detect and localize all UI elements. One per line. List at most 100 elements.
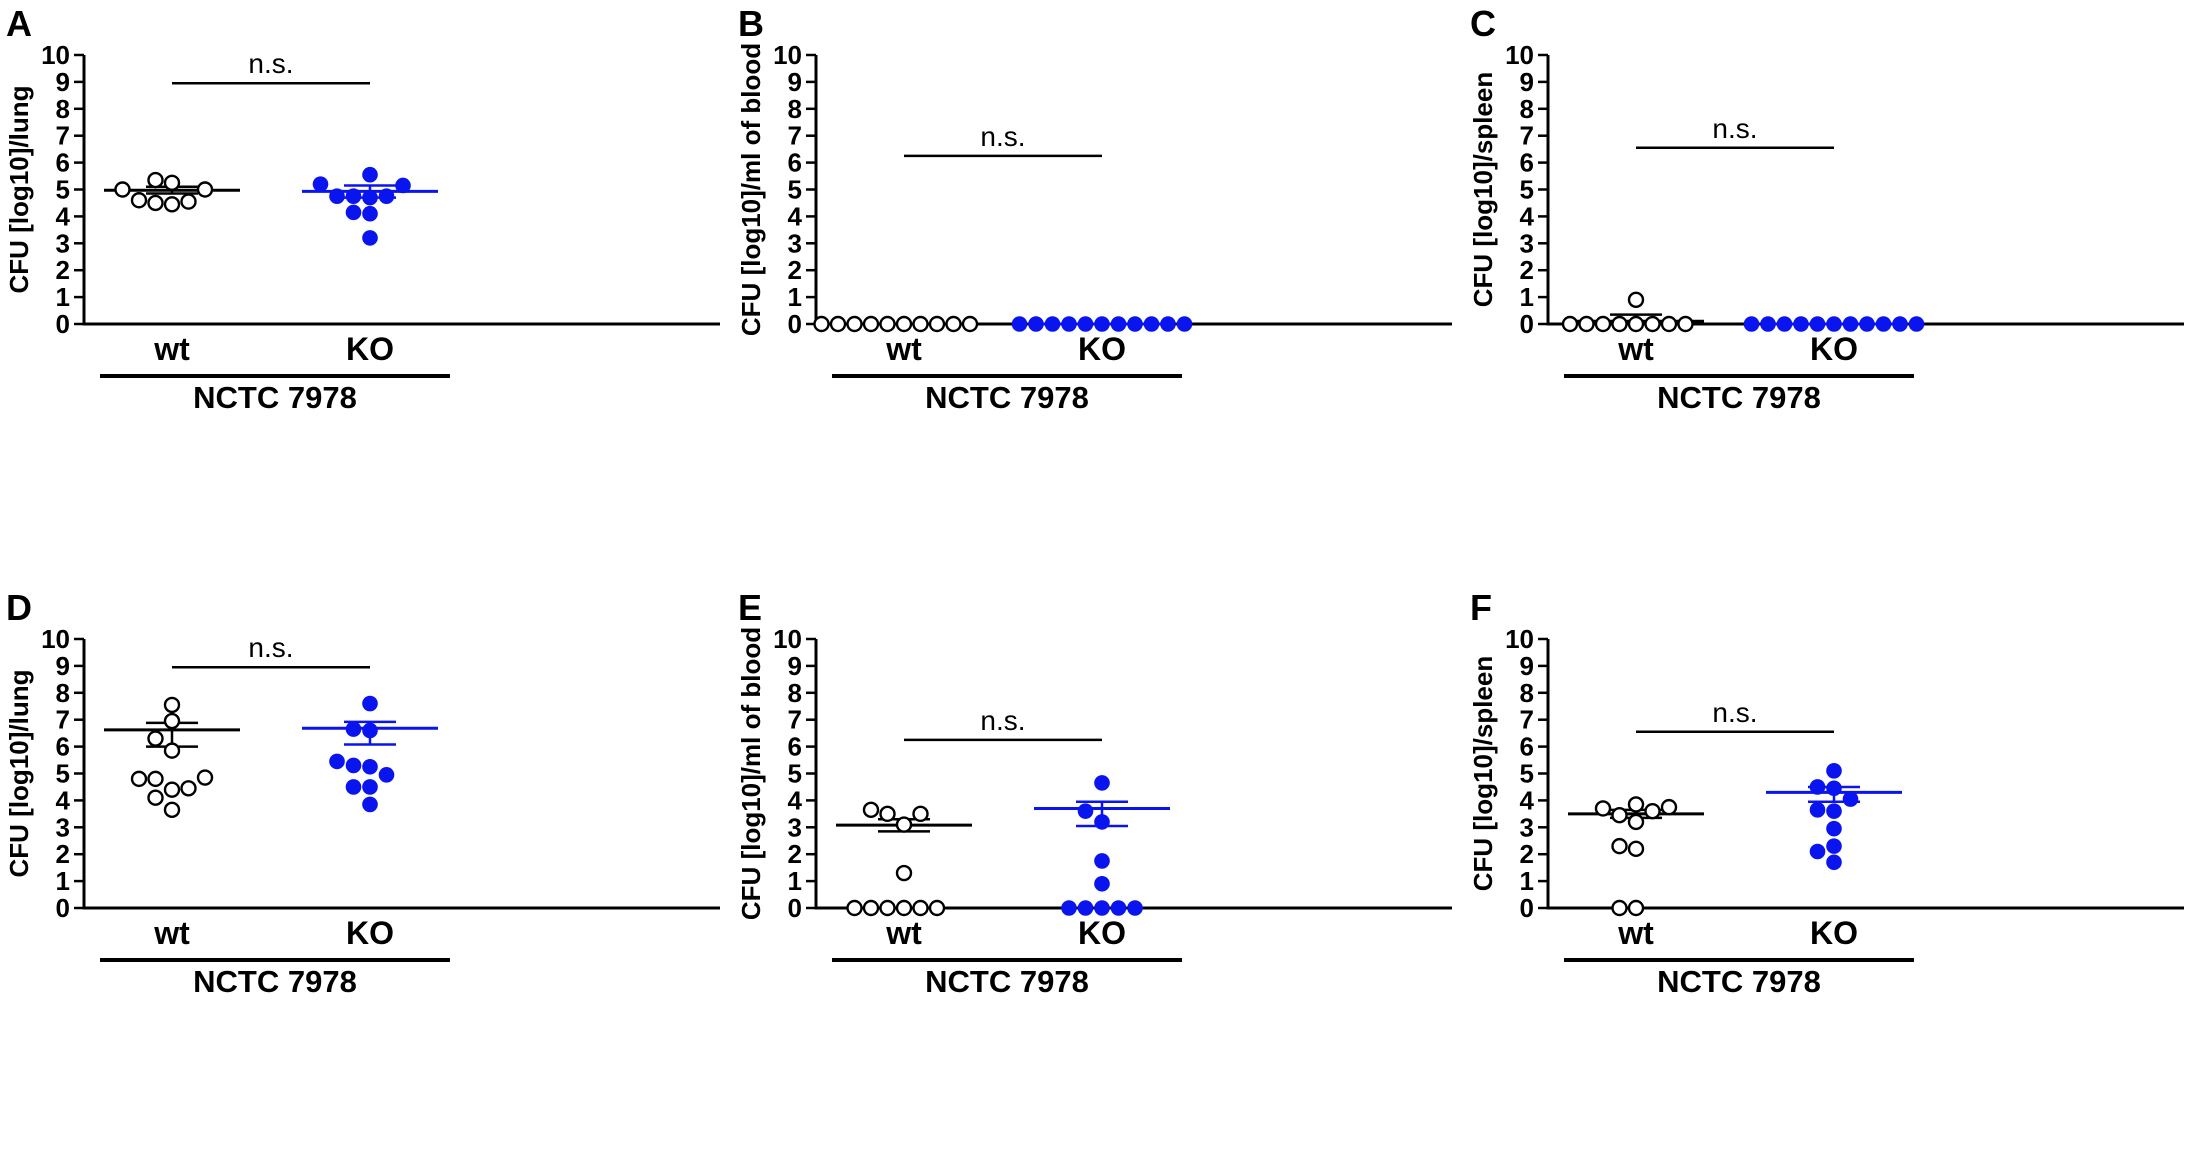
series-ko [302,695,438,813]
y-tick-label: 6 [788,148,802,178]
data-point-ko [1793,316,1809,332]
data-point-ko [1908,316,1925,332]
panel-d: D CFU [log10]/lung 0 1 2 3 4 5 6 7 8 9 10 wt KO NCTC 79… [0,584,732,1167]
data-point-wt [1644,315,1661,333]
data-point-wt [846,315,863,333]
group-label: NCTC 7978 [1657,964,1821,999]
data-point-wt [163,696,181,714]
y-tick-label: 10 [1505,624,1534,654]
data-point-ko [1077,900,1094,916]
series-ko [1011,316,1193,332]
x-category-label: wt [885,915,922,951]
data-point-wt [1627,291,1645,308]
data-point-ko [1143,316,1160,332]
data-point-wt [813,315,830,333]
data-point-ko [362,189,378,206]
data-point-wt [945,315,962,333]
data-point-wt [928,315,946,333]
data-point-wt [879,315,896,333]
y-tick-label: 1 [56,282,70,312]
data-point-wt [862,801,880,819]
data-point-ko [362,779,378,795]
data-point-wt [163,196,181,213]
data-point-wt [1594,800,1612,817]
series-wt [104,171,240,213]
group-label: NCTC 7978 [193,380,357,415]
panel-b: B CFU [log10]/ml of blood 0 1 2 3 4 5 6 7 8 9 10 wt KO… [732,0,1464,583]
x-category-label: KO [1810,915,1858,951]
data-point-wt [130,770,148,788]
y-tick-label: 3 [56,812,70,842]
data-point-wt [1611,899,1628,917]
data-point-wt [1578,315,1595,333]
data-point-wt [163,174,181,191]
data-point-ko [1859,316,1875,332]
data-point-ko [1842,791,1859,807]
data-point-wt [912,899,929,917]
group-label: NCTC 7978 [925,964,1089,999]
y-axis-label: CFU [log10]/ml of blood [736,627,766,920]
data-point-ko [1044,316,1061,332]
data-point-wt [879,805,896,823]
data-point-wt [862,899,880,917]
y-tick-label: 7 [788,121,802,151]
y-tick-label: 10 [41,40,70,70]
panel-label: E [738,587,762,628]
y-axis-label: CFU [log10]/spleen [1468,72,1498,307]
y-tick-label: 4 [56,201,71,231]
data-point-ko [1826,803,1842,819]
data-point-wt [180,780,197,797]
y-tick-label: 0 [1520,893,1534,923]
panel-label: D [6,587,32,628]
data-point-wt [147,171,164,189]
x-category-label: KO [1078,915,1126,951]
series-wt [813,315,979,333]
data-point-ko [1094,775,1110,791]
data-point-ko [1110,316,1127,332]
y-tick-label: 0 [56,893,70,923]
significance-label: n.s. [248,48,293,79]
y-axis-label: CFU [log10]/spleen [1468,656,1498,891]
y-tick-label: 8 [1520,678,1534,708]
data-point-wt [1677,315,1694,333]
y-tick-label: 6 [56,148,70,178]
y-tick-label: 5 [788,175,802,205]
series-wt [104,696,240,819]
data-point-ko [362,166,378,183]
data-point-wt [196,181,214,198]
y-tick-label: 1 [56,866,70,896]
data-point-wt [1660,315,1678,333]
significance-label: n.s. [1712,113,1757,144]
y-tick-label: 9 [56,651,70,681]
data-point-ko [1826,838,1842,854]
series-wt [836,801,972,917]
y-tick-label: 2 [788,255,802,285]
y-tick-label: 0 [788,309,802,339]
data-point-wt [163,742,181,759]
y-tick-label: 3 [788,812,802,842]
y-tick-label: 3 [56,228,70,258]
y-tick-label: 4 [1520,785,1535,815]
panel-label: A [6,3,32,44]
data-point-ko [362,230,378,246]
group-label: NCTC 7978 [925,380,1089,415]
data-point-wt [1627,840,1645,858]
series-wt [1568,796,1704,917]
panel-f: F CFU [log10]/spleen 0 1 2 3 4 5 6 7 8 9 10 wt KO NCTC … [1464,584,2196,1167]
data-point-wt [1627,315,1645,333]
y-tick-label: 2 [1520,255,1534,285]
data-point-wt [895,315,913,333]
group-label: NCTC 7978 [193,964,357,999]
data-point-ko [1875,316,1892,332]
significance-label: n.s. [980,121,1025,152]
data-point-ko [1826,763,1842,779]
data-point-wt [1611,315,1628,333]
data-point-wt [1660,798,1678,816]
y-tick-label: 8 [788,94,802,124]
significance-label: n.s. [248,632,293,663]
data-point-ko [1127,900,1143,916]
